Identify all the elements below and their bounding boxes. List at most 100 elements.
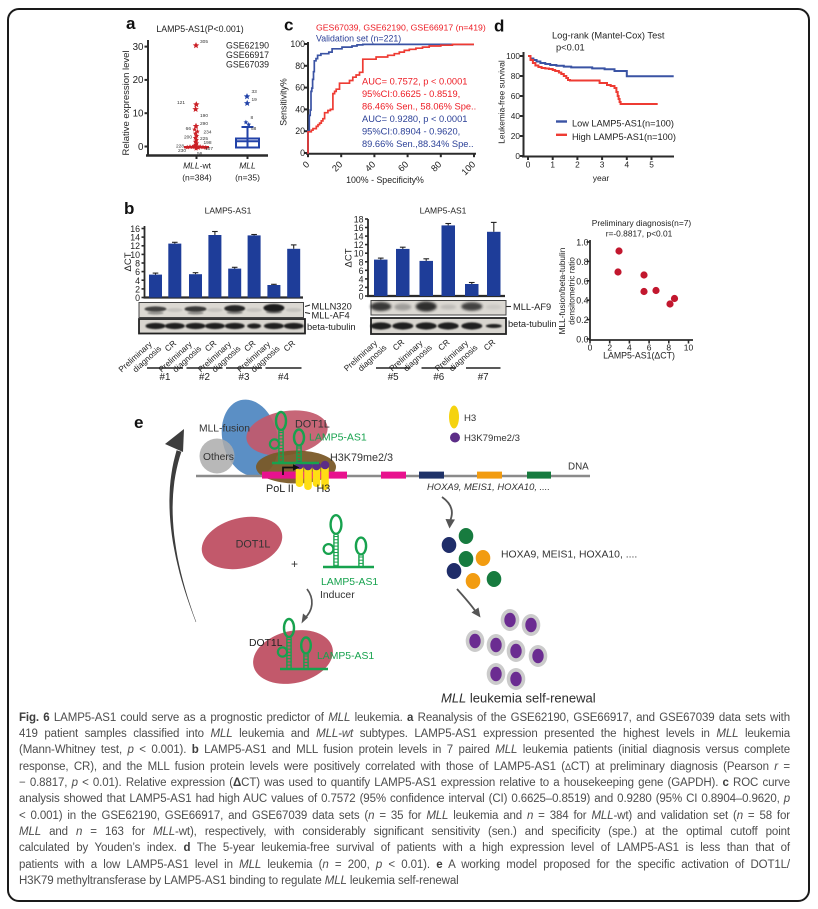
- svg-text:40: 40: [363, 159, 377, 173]
- svg-text:0.6: 0.6: [576, 276, 588, 286]
- svg-text:20: 20: [330, 159, 344, 173]
- svg-text:0: 0: [359, 292, 364, 302]
- svg-text:MLLN320: MLLN320: [312, 302, 352, 312]
- svg-text:2: 2: [359, 283, 364, 293]
- svg-text:89.66% Sen.,88.34% Spe..: 89.66% Sen.,88.34% Spe..: [362, 139, 474, 149]
- svg-text:Log-rank (Mantel-Cox) Test: Log-rank (Mantel-Cox) Test: [552, 31, 665, 41]
- svg-text:107: 107: [205, 146, 213, 152]
- svg-text:1.0: 1.0: [576, 238, 588, 248]
- svg-text:0: 0: [138, 142, 144, 153]
- svg-text:year: year: [593, 173, 610, 183]
- svg-text:225: 225: [200, 136, 208, 142]
- svg-text:b: b: [124, 199, 134, 218]
- svg-text:12: 12: [130, 241, 140, 251]
- svg-text:1: 1: [550, 160, 555, 170]
- svg-text:190: 190: [200, 113, 208, 119]
- svg-text:HOXA9, MEIS1, HOXA10, ....: HOXA9, MEIS1, HOXA10, ....: [427, 481, 550, 492]
- svg-text:MLL-fusion: MLL-fusion: [199, 424, 250, 435]
- svg-text:0.0: 0.0: [576, 335, 588, 345]
- svg-text:10: 10: [354, 249, 364, 259]
- svg-text:0: 0: [300, 148, 305, 158]
- svg-text:66: 66: [186, 126, 192, 132]
- svg-text:0: 0: [515, 151, 520, 161]
- svg-text:0.4: 0.4: [576, 296, 588, 306]
- svg-text:2: 2: [575, 160, 580, 170]
- svg-text:14: 14: [130, 233, 140, 243]
- svg-text:30: 30: [133, 42, 144, 53]
- svg-text:e: e: [134, 413, 143, 432]
- svg-text:20: 20: [133, 75, 144, 86]
- svg-text:6: 6: [647, 343, 652, 353]
- svg-text:H3: H3: [317, 483, 331, 495]
- svg-text:4: 4: [359, 274, 364, 284]
- svg-text:a: a: [126, 14, 136, 33]
- svg-text:MLL: MLL: [239, 161, 256, 171]
- svg-text:0: 0: [301, 159, 312, 170]
- svg-text:LAMP5-AS1: LAMP5-AS1: [309, 432, 367, 444]
- svg-text:Sensitivity%: Sensitivity%: [279, 78, 289, 126]
- svg-text:100: 100: [290, 39, 305, 49]
- svg-text:20: 20: [295, 126, 305, 136]
- svg-text:LAMP5-AS1: LAMP5-AS1: [205, 206, 252, 216]
- svg-text:GSE67039: GSE67039: [226, 60, 269, 70]
- svg-text:18: 18: [354, 215, 364, 225]
- svg-text:Others: Others: [203, 452, 234, 463]
- svg-text:ΔCT: ΔCT: [123, 252, 134, 271]
- svg-text:DOT1L: DOT1L: [295, 419, 330, 431]
- svg-text:AUC= 0.9280, p < 0.0001: AUC= 0.9280, p < 0.0001: [362, 114, 467, 124]
- svg-text:LAMP5-AS1: LAMP5-AS1: [317, 651, 374, 662]
- svg-text:86.46% Sen., 58.06% Spe..: 86.46% Sen., 58.06% Spe..: [362, 102, 476, 112]
- svg-text:#6: #6: [433, 372, 444, 383]
- svg-text:MLL leukemia self-renewal: MLL leukemia self-renewal: [441, 691, 596, 706]
- svg-text:10: 10: [130, 250, 140, 260]
- svg-text:Preliminary diagnosis(n=7): Preliminary diagnosis(n=7): [592, 218, 692, 228]
- svg-text:4: 4: [627, 343, 632, 353]
- svg-text:2: 2: [135, 284, 140, 294]
- svg-text:#4: #4: [278, 372, 289, 383]
- svg-text:DOT1L: DOT1L: [249, 638, 283, 649]
- svg-text:beta-tubulin: beta-tubulin: [307, 322, 356, 332]
- svg-text:AUC= 0.7572, p < 0.0001: AUC= 0.7572, p < 0.0001: [362, 77, 467, 87]
- svg-text:H3: H3: [464, 413, 476, 424]
- svg-text:40: 40: [295, 104, 305, 114]
- svg-text:60: 60: [396, 159, 410, 173]
- svg-text:290: 290: [200, 121, 208, 127]
- svg-text:8: 8: [135, 259, 140, 269]
- svg-text:0: 0: [526, 160, 531, 170]
- svg-text:CR: CR: [281, 338, 297, 353]
- svg-text:12: 12: [354, 240, 364, 250]
- svg-text:GSE66917: GSE66917: [226, 50, 269, 60]
- svg-text:19: 19: [252, 97, 258, 103]
- svg-text:6: 6: [359, 266, 364, 276]
- svg-text:10: 10: [133, 109, 144, 120]
- svg-text:33: 33: [252, 89, 258, 95]
- svg-text:40: 40: [511, 111, 521, 121]
- svg-text:0: 0: [588, 343, 593, 353]
- svg-text:#2: #2: [199, 372, 210, 383]
- svg-text:56: 56: [197, 151, 203, 157]
- svg-text:305: 305: [200, 39, 208, 45]
- svg-text:MLL-AF4: MLL-AF4: [312, 311, 350, 321]
- svg-text:230: 230: [178, 148, 186, 154]
- svg-text:95%CI:0.6625 - 0.8519,: 95%CI:0.6625 - 0.8519,: [362, 89, 460, 99]
- svg-text:8: 8: [666, 343, 671, 353]
- svg-text:16: 16: [354, 223, 364, 233]
- svg-text:Leukemia-free survival: Leukemia-free survival: [497, 60, 507, 144]
- svg-text:4: 4: [135, 276, 140, 286]
- svg-text:8: 8: [251, 115, 254, 121]
- svg-text:0.8: 0.8: [576, 257, 588, 267]
- svg-text:LAMP5-AS1: LAMP5-AS1: [321, 577, 378, 588]
- svg-text:80: 80: [429, 159, 443, 173]
- svg-text:4: 4: [624, 160, 629, 170]
- svg-text:100: 100: [506, 51, 520, 61]
- svg-text:#7: #7: [478, 372, 489, 383]
- svg-text:MLL-AF9: MLL-AF9: [513, 302, 551, 312]
- svg-text:High LAMP5-AS1(n=100): High LAMP5-AS1(n=100): [572, 132, 676, 142]
- svg-text:10: 10: [684, 343, 694, 353]
- svg-text:HOXA9, MEIS1, HOXA10, ....: HOXA9, MEIS1, HOXA10, ....: [501, 550, 637, 561]
- svg-text:GES67039, GSE62190, GSE66917 (: GES67039, GSE62190, GSE66917 (n=419): [316, 23, 486, 33]
- svg-text:100% - Specificity%: 100% - Specificity%: [346, 175, 424, 185]
- svg-text:58: 58: [251, 126, 257, 132]
- svg-text:CR: CR: [482, 337, 498, 352]
- svg-text:8: 8: [359, 257, 364, 267]
